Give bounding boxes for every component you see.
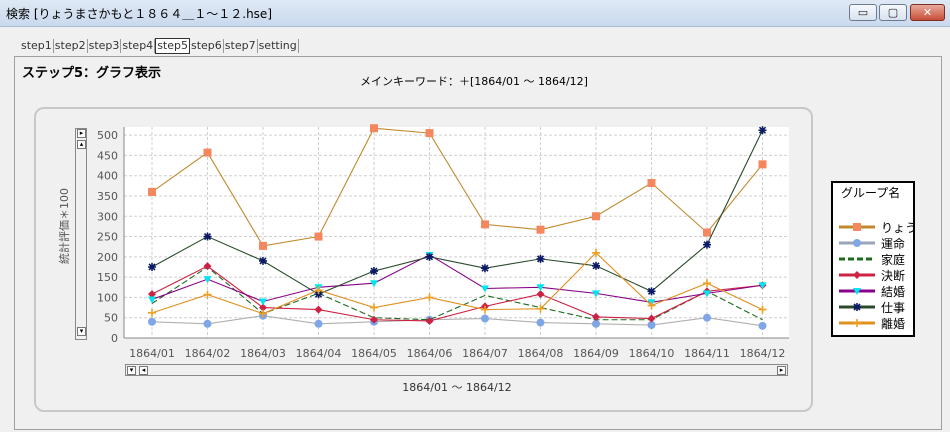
- legend-item: 運命: [837, 235, 913, 251]
- legend-marker: [853, 271, 861, 279]
- maximize-icon: ▢: [887, 6, 899, 19]
- close-button[interactable]: ✕: [910, 4, 945, 21]
- legend-label: 家庭: [881, 253, 906, 267]
- title-bar[interactable]: 検索 [りょうまさかもと１８６４＿１～１２.hse] ▭ ▢ ✕: [0, 0, 950, 27]
- y-scroll-right-button[interactable]: ▸: [77, 129, 86, 138]
- legend-label: 決断: [881, 269, 906, 283]
- y-scroll-down-button[interactable]: ▾: [77, 327, 86, 336]
- legend-marker: [853, 288, 861, 295]
- legend-swatch: [839, 239, 875, 247]
- x-scroll-right-button[interactable]: ▸: [777, 366, 786, 375]
- legend-marker: [853, 319, 861, 327]
- legend-label: 結婚: [881, 285, 906, 299]
- legend-swatch: [839, 288, 875, 295]
- legend-swatch: [839, 223, 875, 231]
- step-tabs: step1 step2 step3 step4 step5 step6 step7 setti…: [20, 38, 299, 54]
- legend-label: 離婚: [881, 317, 906, 331]
- tab-step7[interactable]: step7: [224, 39, 258, 53]
- legend-swatch: [839, 257, 875, 261]
- chart-legend: グループ名 りょう運命家庭決断結婚仕事離婚: [831, 181, 917, 337]
- legend-item: 結婚: [837, 283, 913, 299]
- legend-label: 仕事: [881, 301, 906, 315]
- minimize-icon: ▭: [857, 6, 869, 19]
- y-scroll-up-button[interactable]: ▴: [77, 140, 86, 149]
- tab-step5[interactable]: step5: [155, 38, 190, 54]
- legend-item: 家庭: [837, 251, 913, 267]
- legend-title: グループ名: [841, 186, 901, 200]
- legend-item: 決断: [837, 267, 913, 283]
- maximize-button[interactable]: ▢: [879, 4, 907, 21]
- tab-step4[interactable]: step4: [122, 39, 156, 53]
- page-title: ステップ5：グラフ表示: [22, 66, 162, 81]
- legend-item: 離婚: [837, 315, 913, 331]
- legend-label: 運命: [881, 237, 906, 251]
- legend-item: りょう: [837, 219, 917, 235]
- y-scrollbar[interactable]: [75, 128, 87, 340]
- x-scrollbar[interactable]: [125, 364, 788, 376]
- tab-step1[interactable]: step1: [21, 39, 54, 53]
- legend-marker: [853, 303, 861, 311]
- tab-setting[interactable]: setting: [258, 39, 299, 53]
- x-scroll-left-button[interactable]: ◂: [139, 366, 148, 375]
- legend-label: りょう: [881, 221, 918, 235]
- legend-marker: [853, 223, 861, 231]
- legend-swatch: [839, 319, 875, 327]
- tab-step2[interactable]: step2: [54, 39, 88, 53]
- window-title: 検索 [りょうまさかもと１８６４＿１～１２.hse]: [6, 7, 272, 21]
- tab-step6[interactable]: step6: [190, 39, 224, 53]
- legend-marker: [853, 239, 861, 247]
- x-scroll-down-button[interactable]: ▾: [127, 366, 136, 375]
- minimize-button[interactable]: ▭: [849, 4, 877, 21]
- legend-swatch: [839, 303, 875, 311]
- close-icon: ✕: [922, 6, 933, 19]
- main-keyword-label: メインキーワード：＋[1864/01 ～ 1864/12]: [360, 75, 588, 88]
- legend-item: 仕事: [837, 299, 913, 315]
- legend-swatch: [839, 271, 875, 279]
- tab-step3[interactable]: step3: [88, 39, 122, 53]
